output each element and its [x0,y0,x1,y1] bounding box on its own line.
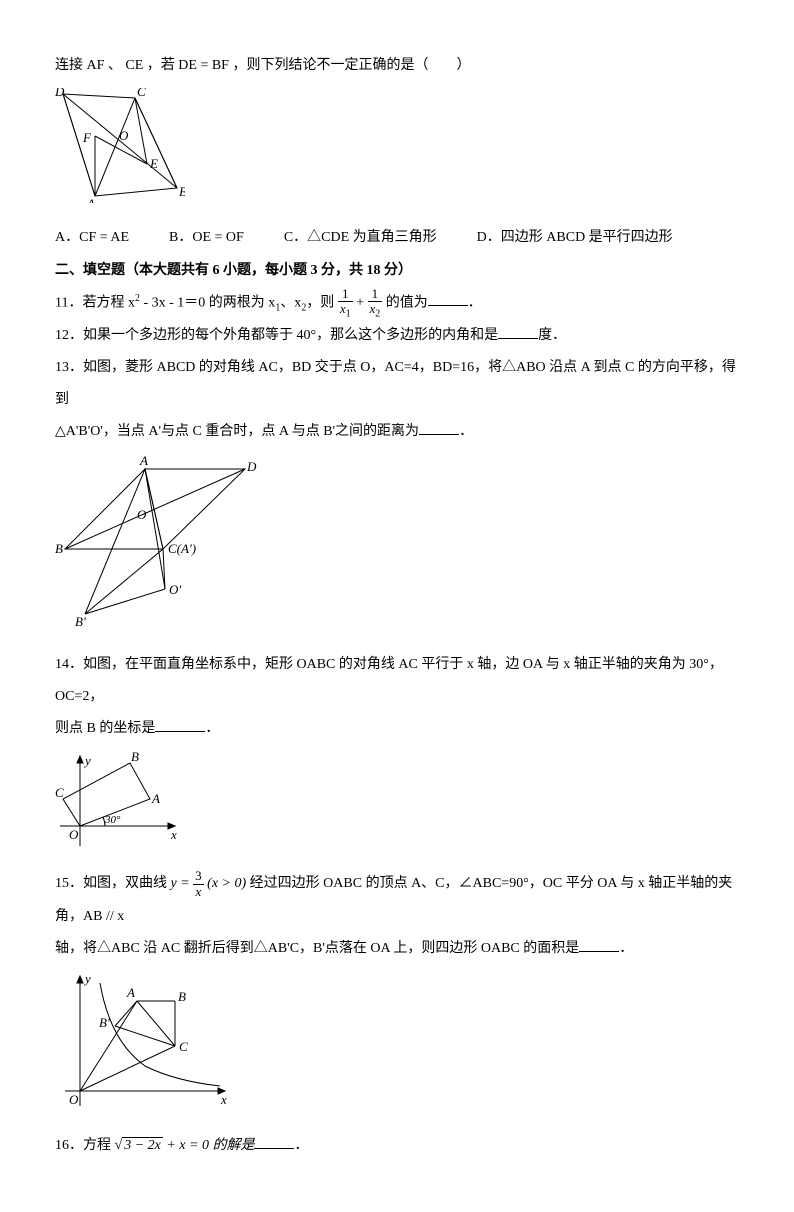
q15-fd: x [193,885,204,899]
svg-text:D: D [246,459,257,474]
q15-end: ． [619,941,633,956]
q11-t4: ，则 [306,295,338,310]
q16-a: 16．方程 [55,1138,115,1153]
svg-text:30°: 30° [104,814,121,826]
q13-figure: A D B C(A') O B' O' [55,454,739,642]
svg-text:B: B [179,184,185,199]
q15-p1: 15．如图，双曲线 y = 3x (x > 0) 经过四边形 OABC 的顶点 … [55,868,739,932]
svg-text:B: B [131,751,139,764]
svg-text:O': O' [169,582,181,597]
q10-opt-a: A．CF = AE [55,222,129,254]
svg-text:B: B [178,989,186,1004]
svg-text:y: y [83,753,91,768]
q14-p2: 则点 B 的坐标是 ． [55,713,739,745]
q15-p2-text: 轴，将△ABC 沿 AC 翻折后得到△AB'C，B'点落在 OA 上，则四边形 … [55,941,579,956]
q16-sqrt: 3 − 2x [122,1137,163,1153]
q11-t3: 、x [280,295,301,310]
svg-text:B: B [55,541,63,556]
q10-options: A．CF = AE B．OE = OF C．△CDE 为直角三角形 D．四边形 … [55,222,739,254]
q14-p1: 14．如图，在平面直角坐标系中，矩形 OABC 的对角线 AC 平行于 x 轴，… [55,649,739,713]
q13-p2: △A'B'O'，当点 A'与点 C 重合时，点 A 与点 B'之间的距离为 ． [55,416,739,448]
svg-text:D: D [55,88,65,99]
q13-p1: 13．如图，菱形 ABCD 的对角线 AC，BD 交于点 O，AC=4，BD=1… [55,352,739,416]
svg-text:A: A [139,454,148,468]
q11-frac2-num: 1 [368,287,383,302]
q15-fn: 3 [193,869,204,884]
q15-cond: (x > 0) [207,876,246,891]
svg-text:x: x [220,1092,227,1107]
q11-end: ． [468,295,482,310]
svg-text:B': B' [99,1015,110,1030]
q15-p1a: 15．如图，双曲线 [55,876,171,891]
q10-opt-d: D．四边形 ABCD 是平行四边形 [477,222,673,254]
q10-figure: D C A B O E F [55,88,739,216]
section2-heading: 二、填空题（本大题共有 6 小题，每小题 3 分，共 18 分） [55,255,739,287]
svg-text:B': B' [75,614,86,629]
svg-text:F: F [82,130,92,145]
q16: 16．方程 √3 − 2x + x = 0 的解是． [55,1130,739,1162]
q15-eq: y = [171,876,194,891]
q11-suffix: 的值为 [386,295,428,310]
q15-figure: Oy x A B C B' [55,971,739,1124]
q11-t1: 11．若方程 x [55,295,135,310]
svg-text:C: C [55,785,64,800]
svg-text:y: y [83,971,91,986]
svg-text:E: E [149,156,158,171]
q16-b: + x = 0 的解是 [163,1138,255,1153]
q13-p2-text: △A'B'O'，当点 A'与点 C 重合时，点 A 与点 B'之间的距离为 [55,424,419,439]
svg-text:A: A [126,985,135,1000]
q11-plus: + [356,295,367,310]
q12: 12．如果一个多边形的每个外角都等于 40°，那么这个多边形的内角和是 度． [55,320,739,352]
svg-text:x: x [170,827,177,842]
q10-text: 连接 AF 、 CE ，若 DE = BF ，则下列结论不一定正确的是（ ） [55,50,739,82]
svg-text:O: O [69,827,79,842]
svg-text:O: O [119,128,129,143]
svg-text:O: O [137,507,147,522]
svg-text:C(A'): C(A') [168,541,196,556]
q14-p2-text: 则点 B 的坐标是 [55,721,155,736]
q14-figure: Oy x A B C 30° [55,751,739,862]
q16-end: ． [294,1138,308,1153]
q10-opt-c: C．△CDE 为直角三角形 [284,222,437,254]
q14-end: ． [205,721,219,736]
q12-text: 12．如果一个多边形的每个外角都等于 40°，那么这个多边形的内角和是 [55,328,498,343]
svg-text:C: C [179,1039,188,1054]
svg-text:A: A [151,791,160,806]
q12-end: 度． [538,328,566,343]
q15-p2: 轴，将△ABC 沿 AC 翻折后得到△AB'C，B'点落在 OA 上，则四边形 … [55,933,739,965]
q11: 11．若方程 x2 - 3x - 1＝0 的两根为 x1、x2，则 1x1 + … [55,287,739,320]
svg-text:O: O [69,1092,79,1107]
q13-end: ． [459,424,473,439]
svg-text:A: A [86,196,95,203]
q10-opt-b: B．OE = OF [169,222,244,254]
q11-t2: - 3x - 1＝0 的两根为 x [140,295,275,310]
q11-frac1-num: 1 [338,287,353,302]
svg-text:C: C [137,88,146,99]
